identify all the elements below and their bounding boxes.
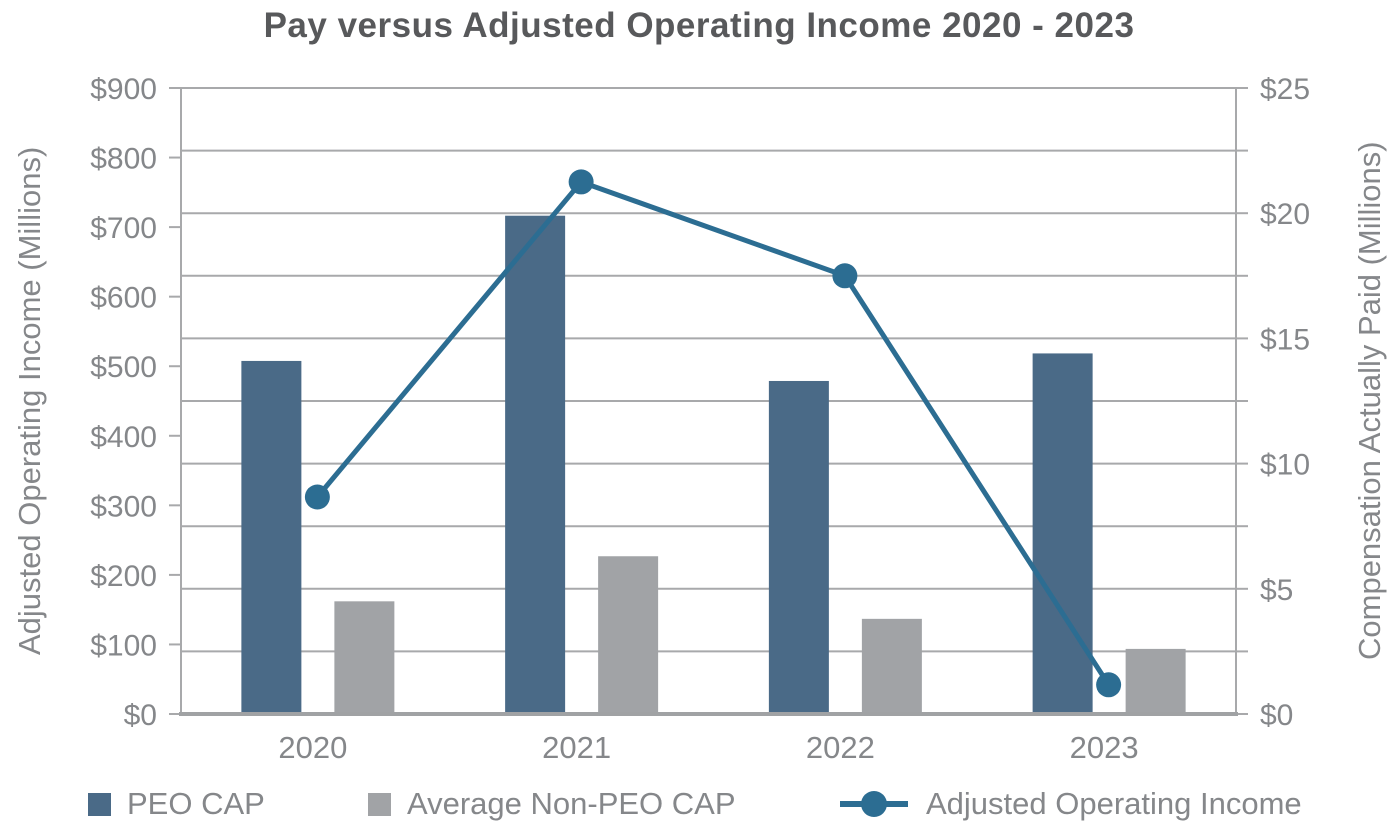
left-tick-label: $500 [90,351,157,384]
aoi-marker-2020 [304,484,330,510]
avg-non-peo-cap-swatch-icon [368,792,391,816]
legend: PEO CAP Average Non-PEO CAP Adjusted Ope… [0,786,1398,828]
right-tick-label: $20 [1260,198,1310,231]
bar-average-non-peo-cap-2020 [334,601,395,712]
right-tick-label: $0 [1260,699,1293,732]
left-tick-label: $700 [90,212,157,245]
plot-frame [179,87,1238,716]
left-tick-label: $600 [90,282,157,315]
legend-label: PEO CAP [127,786,265,821]
aoi-marker-2023 [1096,672,1122,698]
left-tick-label: $100 [90,629,157,662]
bar-average-non-peo-cap-2022 [861,618,922,712]
aoi-marker-2022 [832,263,858,289]
right-tick-label: $10 [1260,449,1310,482]
left-tick-label: $0 [124,699,157,732]
legend-label: Adjusted Operating Income [926,786,1302,821]
legend-item-adjusted-operating-income: Adjusted Operating Income [838,786,1302,822]
left-tick-label: $300 [90,490,157,523]
left-tick-label: $200 [90,560,157,593]
left-axis-tick-labels: $0 $100 $200 $300 $400 $500 $600 $700 $800 $900 [90,73,157,732]
right-tick-label: $25 [1260,73,1310,106]
right-tick-label: $15 [1260,323,1310,356]
aoi-marker-2021 [568,169,594,195]
bar-average-non-peo-cap-2023 [1125,648,1186,712]
left-tick-label: $800 [90,143,157,176]
bars-peo-cap [241,215,1093,713]
legend-item-avg-non-peo-cap: Average Non-PEO CAP [368,786,736,822]
bar-average-non-peo-cap-2021 [598,556,659,712]
left-tick-label: $400 [90,421,157,454]
adjusted-operating-income-line [304,169,1122,698]
bars-avg-non-peo-cap [334,556,1186,712]
category-label-2021: 2021 [542,730,611,765]
x-axis-line [179,712,1238,716]
left-tick-label: $900 [90,73,157,106]
chart-title: Pay versus Adjusted Operating Income 202… [263,6,1135,45]
bar-peo-cap-2023 [1032,353,1093,712]
category-label-2022: 2022 [806,730,875,765]
aoi-line-path [315,178,1111,687]
peo-cap-swatch-icon [88,792,111,816]
bar-peo-cap-2021 [505,215,566,713]
legend-item-peo-cap: PEO CAP [88,786,265,822]
bar-peo-cap-2020 [241,360,302,712]
bar-peo-cap-2022 [768,380,829,712]
category-label-2023: 2023 [1070,730,1139,765]
right-tick-label: $5 [1260,574,1293,607]
category-label-2020: 2020 [278,730,347,765]
x-axis-category-labels: 2020 2021 2022 2023 [278,730,1138,765]
right-axis-tick-labels: $0 $5 $10 $15 $20 $25 [1260,73,1310,732]
legend-label: Average Non-PEO CAP [407,786,736,821]
line-marker-swatch-icon [840,791,908,817]
axis-ticks [169,87,1248,715]
